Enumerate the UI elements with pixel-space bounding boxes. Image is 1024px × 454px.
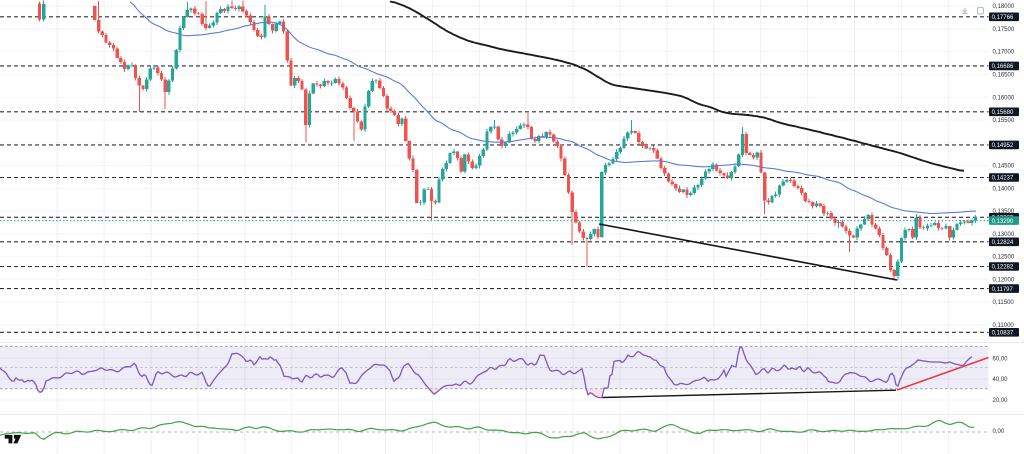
svg-text:0,14500: 0,14500 (993, 164, 1015, 170)
svg-text:0,15680: 0,15680 (992, 110, 1014, 116)
svg-text:0,16686: 0,16686 (992, 64, 1014, 70)
svg-text:0,11000: 0,11000 (993, 323, 1015, 329)
svg-text:0,13290: 0,13290 (992, 219, 1014, 225)
svg-text:60,00: 60,00 (993, 356, 1009, 362)
svg-text:0,16500: 0,16500 (993, 73, 1015, 79)
svg-text:0,14952: 0,14952 (992, 143, 1014, 149)
svg-text:0,12282: 0,12282 (992, 265, 1014, 271)
svg-text:0,13500: 0,13500 (993, 209, 1015, 215)
svg-text:0,11500: 0,11500 (993, 300, 1015, 306)
svg-text:0,14237: 0,14237 (992, 176, 1014, 182)
svg-text:0,17766: 0,17766 (992, 15, 1014, 21)
svg-text:0,18000: 0,18000 (993, 4, 1015, 10)
svg-text:0,12500: 0,12500 (993, 255, 1015, 261)
svg-text:0,17000: 0,17000 (993, 50, 1015, 56)
svg-text:20,00: 20,00 (993, 398, 1009, 404)
svg-text:0,16000: 0,16000 (993, 95, 1015, 101)
svg-text:0,10837: 0,10837 (992, 331, 1014, 337)
svg-text:0,14000: 0,14000 (993, 186, 1015, 192)
svg-text:0,11797: 0,11797 (992, 287, 1014, 293)
svg-text:0,15500: 0,15500 (993, 118, 1015, 124)
svg-text:0,13000: 0,13000 (993, 232, 1015, 238)
svg-text:40,00: 40,00 (993, 377, 1009, 383)
svg-text:0,12824: 0,12824 (992, 240, 1014, 246)
svg-text:0,12000: 0,12000 (993, 277, 1015, 283)
svg-text:0,17500: 0,17500 (993, 27, 1015, 33)
svg-text:0,00: 0,00 (993, 429, 1005, 435)
